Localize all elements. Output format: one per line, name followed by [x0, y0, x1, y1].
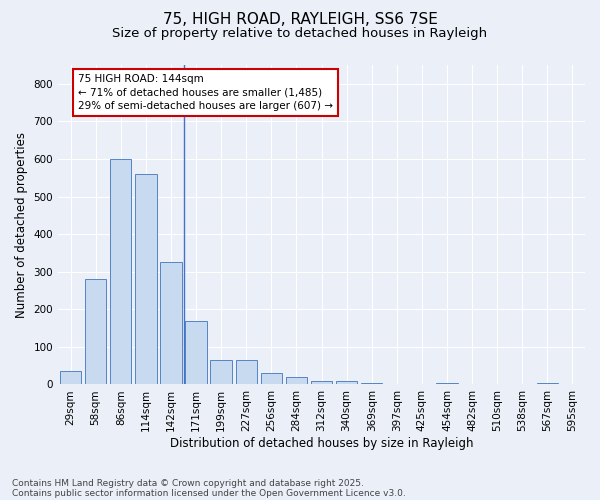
Bar [311, 380, 332, 384]
Bar [536, 382, 558, 384]
Text: Contains HM Land Registry data © Crown copyright and database right 2025.: Contains HM Land Registry data © Crown c… [12, 478, 364, 488]
Bar [211, 360, 232, 384]
X-axis label: Distribution of detached houses by size in Rayleigh: Distribution of detached houses by size … [170, 437, 473, 450]
Text: 75 HIGH ROAD: 144sqm
← 71% of detached houses are smaller (1,485)
29% of semi-de: 75 HIGH ROAD: 144sqm ← 71% of detached h… [78, 74, 333, 111]
Bar [160, 262, 182, 384]
Bar [60, 372, 81, 384]
Text: Contains public sector information licensed under the Open Government Licence v3: Contains public sector information licen… [12, 488, 406, 498]
Bar [286, 377, 307, 384]
Text: Size of property relative to detached houses in Rayleigh: Size of property relative to detached ho… [112, 28, 488, 40]
Text: 75, HIGH ROAD, RAYLEIGH, SS6 7SE: 75, HIGH ROAD, RAYLEIGH, SS6 7SE [163, 12, 437, 28]
Bar [236, 360, 257, 384]
Bar [436, 382, 458, 384]
Bar [110, 159, 131, 384]
Bar [361, 382, 382, 384]
Bar [85, 279, 106, 384]
Y-axis label: Number of detached properties: Number of detached properties [15, 132, 28, 318]
Bar [260, 373, 282, 384]
Bar [336, 380, 357, 384]
Bar [185, 320, 207, 384]
Bar [135, 174, 157, 384]
